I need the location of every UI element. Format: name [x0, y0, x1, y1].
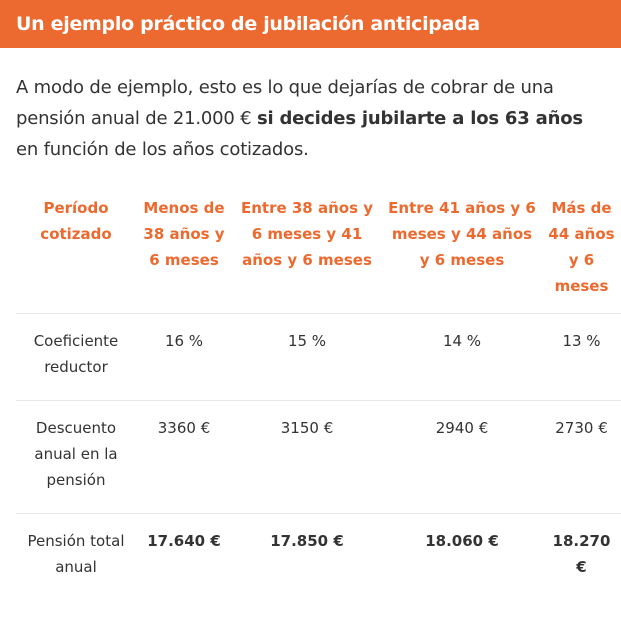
intro-text-start: A modo de ejemplo, esto es lo que dejarí…	[16, 77, 554, 129]
table-cell: 2940 €	[382, 400, 542, 514]
table-cell: 17.640 €	[147, 532, 221, 550]
table-cell: 13 %	[542, 313, 621, 401]
column-header-period: Período cotizado	[16, 187, 136, 314]
column-header-more-44: Más de 44 años y 6 meses	[542, 187, 621, 314]
intro-text-bold: si decides jubilarte a los 63 años	[256, 108, 583, 129]
table-row-discount: Descuento anual en la pensión 3360 € 315…	[16, 400, 621, 514]
table-cell: 15 %	[232, 313, 382, 401]
intro-paragraph: A modo de ejemplo, esto es lo que dejarí…	[16, 72, 605, 165]
intro-text-end: en función de los años cotizados.	[16, 139, 309, 160]
row-label: Coeficiente reductor	[16, 313, 136, 401]
column-header-less-38: Menos de 38 años y 6 meses	[136, 187, 232, 314]
table-row-total-pension: Pensión total anual 17.640 € 17.850 € 18…	[16, 514, 621, 601]
section-title: Un ejemplo práctico de jubilación antici…	[16, 13, 480, 35]
table-cell: 3150 €	[232, 400, 382, 514]
table-cell: 3360 €	[136, 400, 232, 514]
table-cell: 18.060 €	[425, 532, 499, 550]
table-row-coefficient: Coeficiente reductor 16 % 15 % 14 % 13 %	[16, 313, 621, 401]
early-retirement-table: Período cotizado Menos de 38 años y 6 me…	[16, 187, 621, 600]
row-label: Descuento anual en la pensión	[16, 400, 136, 514]
table-cell: 16 %	[136, 313, 232, 401]
column-header-38-41: Entre 38 años y 6 meses y 41 años y 6 me…	[232, 187, 382, 314]
table-cell: 18.270 €	[552, 532, 611, 576]
table-header-row: Período cotizado Menos de 38 años y 6 me…	[16, 187, 621, 314]
row-label: Pensión total anual	[27, 532, 125, 576]
column-header-41-44: Entre 41 años y 6 meses y 44 años y 6 me…	[382, 187, 542, 314]
table-cell: 2730 €	[542, 400, 621, 514]
table-cell: 14 %	[382, 313, 542, 401]
table-cell: 17.850 €	[270, 532, 344, 550]
section-header: Un ejemplo práctico de jubilación antici…	[0, 0, 621, 48]
